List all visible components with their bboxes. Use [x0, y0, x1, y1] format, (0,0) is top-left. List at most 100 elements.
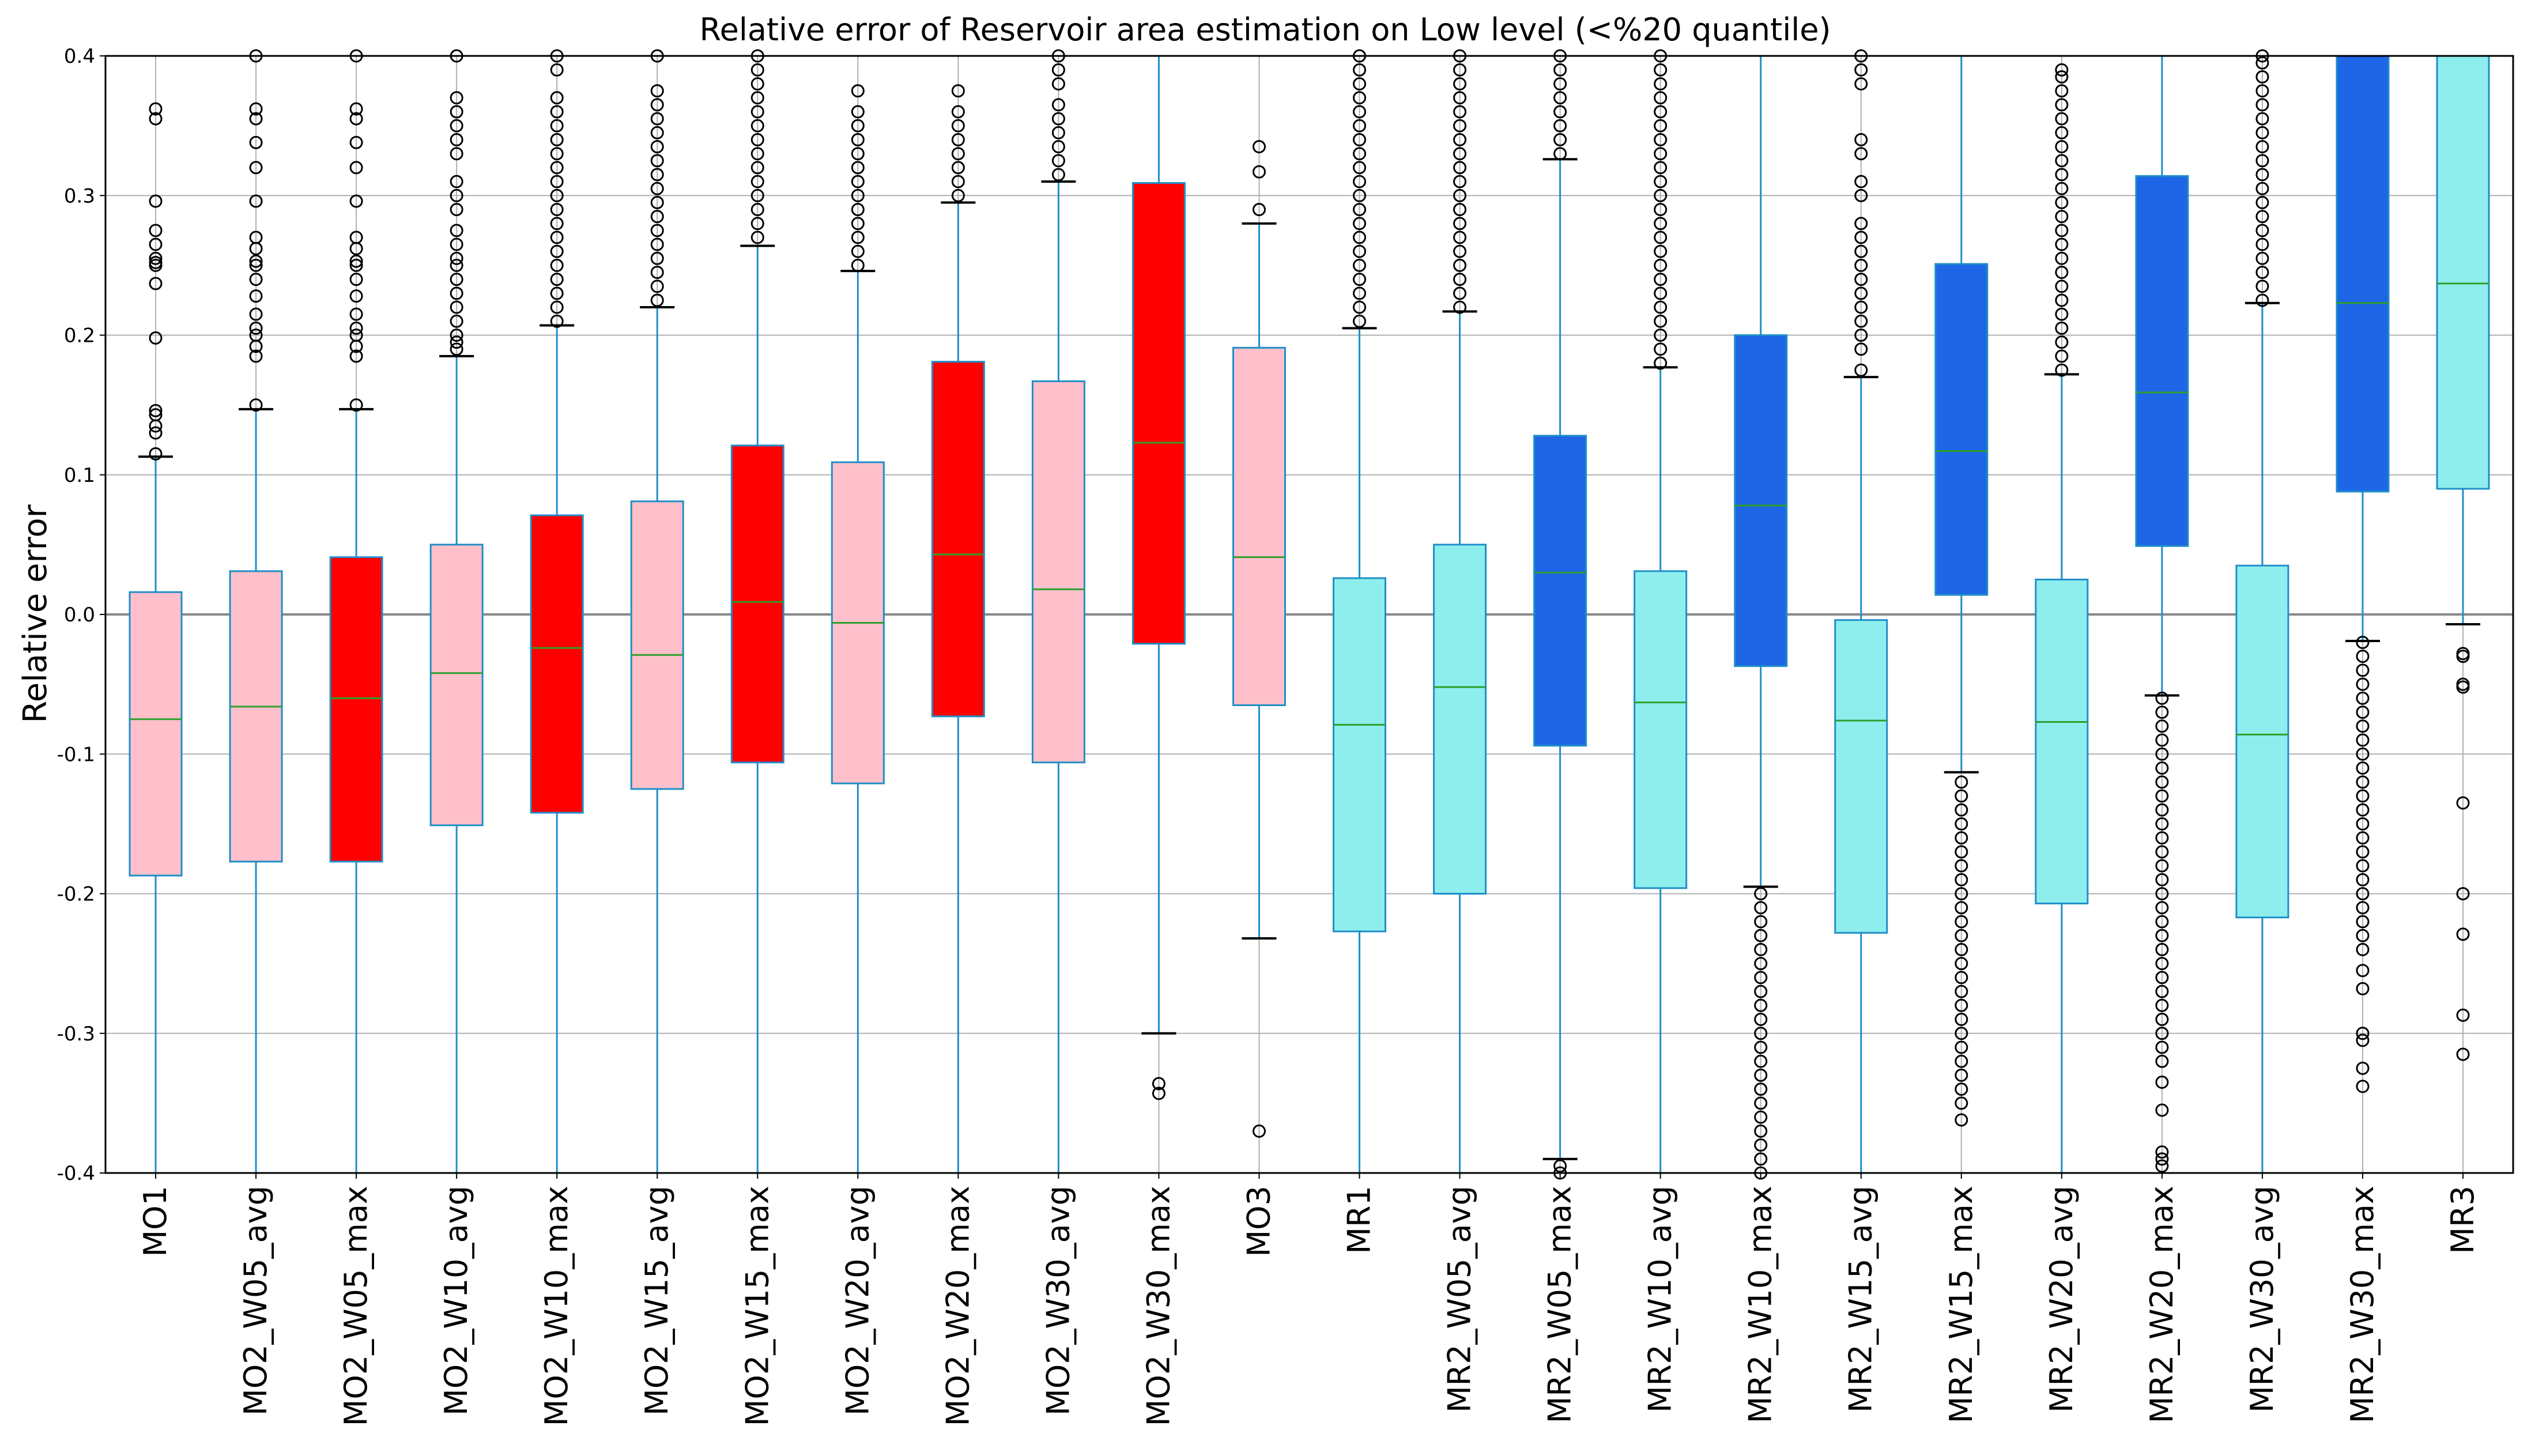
outlier-point [2255, 224, 2269, 237]
outlier-point [1553, 119, 1567, 133]
outlier-point [349, 258, 363, 272]
y-tick-label: 0.1 [64, 464, 95, 487]
x-tick-label: MO2_W15_avg [639, 1186, 675, 1416]
outlier-point [2155, 998, 2169, 1012]
box-body [229, 570, 283, 863]
outlier-point [750, 133, 764, 146]
outlier-point [1955, 817, 1968, 831]
outlier-point [2255, 237, 2269, 251]
outlier-point [951, 188, 965, 202]
box-mo2-w30-max [1131, 56, 1186, 1100]
box-mo2-w05-max [329, 49, 383, 1173]
outlier-point [349, 231, 363, 244]
outlier-point [2255, 70, 2269, 84]
outlier-point [550, 286, 564, 300]
outlier-point [2155, 971, 2169, 985]
x-tick-label: MO2_W10_avg [438, 1186, 474, 1416]
box-body [1634, 570, 1688, 889]
outlier-point [550, 314, 564, 328]
outlier-point [249, 135, 263, 149]
outlier-point [1754, 1054, 1768, 1068]
x-tick-label: MO2_W05_avg [237, 1186, 274, 1416]
outlier-point [2356, 691, 2370, 705]
outlier-point [2356, 706, 2370, 719]
box-body [1934, 263, 1989, 596]
outlier-point [1453, 300, 1467, 314]
outlier-point [2055, 168, 2069, 182]
outlier-point [450, 251, 463, 265]
outlier-point [149, 447, 163, 461]
outlier-point [1955, 873, 1968, 887]
outlier-point [1654, 105, 1668, 119]
outlier-point [1854, 363, 1868, 377]
outlier-point [2356, 873, 2370, 887]
outlier-point [1654, 175, 1668, 188]
outlier-point [2055, 363, 2069, 377]
box-mo2-w30-avg [1031, 49, 1085, 1173]
outlier-point [1654, 231, 1668, 244]
outlier-point [2356, 859, 2370, 873]
outlier-point [349, 349, 363, 363]
outlier-point [2155, 719, 2169, 733]
box-body [429, 544, 484, 827]
outlier-point [1453, 175, 1467, 188]
outlier-point [2055, 126, 2069, 139]
outlier-point [1754, 887, 1768, 900]
outlier-point [1754, 901, 1768, 915]
outlier-point [1051, 112, 1065, 126]
x-tick-label: MO2_W15_max [739, 1186, 775, 1426]
outlier-point [2055, 98, 2069, 112]
outlier-point [349, 194, 363, 208]
box-mo1 [129, 102, 183, 1173]
outlier-point [2055, 182, 2069, 195]
outlier-point [1654, 217, 1668, 231]
outlier-point [2155, 1076, 2169, 1089]
outlier-point [450, 314, 463, 328]
outlier-point [1051, 77, 1065, 90]
box-body [2235, 564, 2289, 919]
outlier-point [1453, 286, 1467, 300]
box-mr2-w15-avg [1834, 49, 1888, 1173]
outlier-point [1854, 188, 1868, 202]
outlier-point [1453, 63, 1467, 77]
outlier-point [450, 335, 463, 349]
outlier-point [550, 161, 564, 175]
outlier-point [2155, 789, 2169, 803]
outlier-point [550, 105, 564, 119]
outlier-point [2055, 307, 2069, 321]
x-tick-label: MO3 [1240, 1186, 1277, 1257]
outlier-point [750, 119, 764, 133]
outlier-point [2356, 929, 2370, 942]
outlier-point [550, 188, 564, 202]
y-tick-label: -0.2 [57, 883, 95, 906]
outlier-point [1353, 161, 1367, 175]
outlier-point [1051, 63, 1065, 77]
outlier-point [1553, 105, 1567, 119]
outlier-point [750, 188, 764, 202]
outlier-point [149, 331, 163, 345]
outlier-point [2155, 915, 2169, 929]
outlier-point [851, 244, 865, 258]
outlier-point [249, 231, 263, 244]
y-axis-label: Relative error [17, 504, 54, 723]
outlier-point [450, 91, 463, 105]
outlier-point [1754, 985, 1768, 998]
outlier-point [1553, 63, 1567, 77]
outlier-point [2055, 112, 2069, 126]
outlier-point [650, 224, 664, 237]
outlier-point [1353, 273, 1367, 286]
outlier-point [1754, 942, 1768, 956]
outlier-point [450, 258, 463, 272]
outlier-point [1654, 300, 1668, 314]
outlier-point [2155, 747, 2169, 761]
outlier-point [1654, 244, 1668, 258]
box-mo2-w10-avg [429, 49, 484, 1173]
outlier-point [1051, 98, 1065, 112]
outlier-point [2456, 1008, 2470, 1022]
outlier-point [851, 202, 865, 216]
outlier-point [2055, 321, 2069, 335]
outlier-point [249, 112, 263, 126]
box-mr2-w30-max [2336, 55, 2390, 1093]
outlier-point [2055, 280, 2069, 293]
